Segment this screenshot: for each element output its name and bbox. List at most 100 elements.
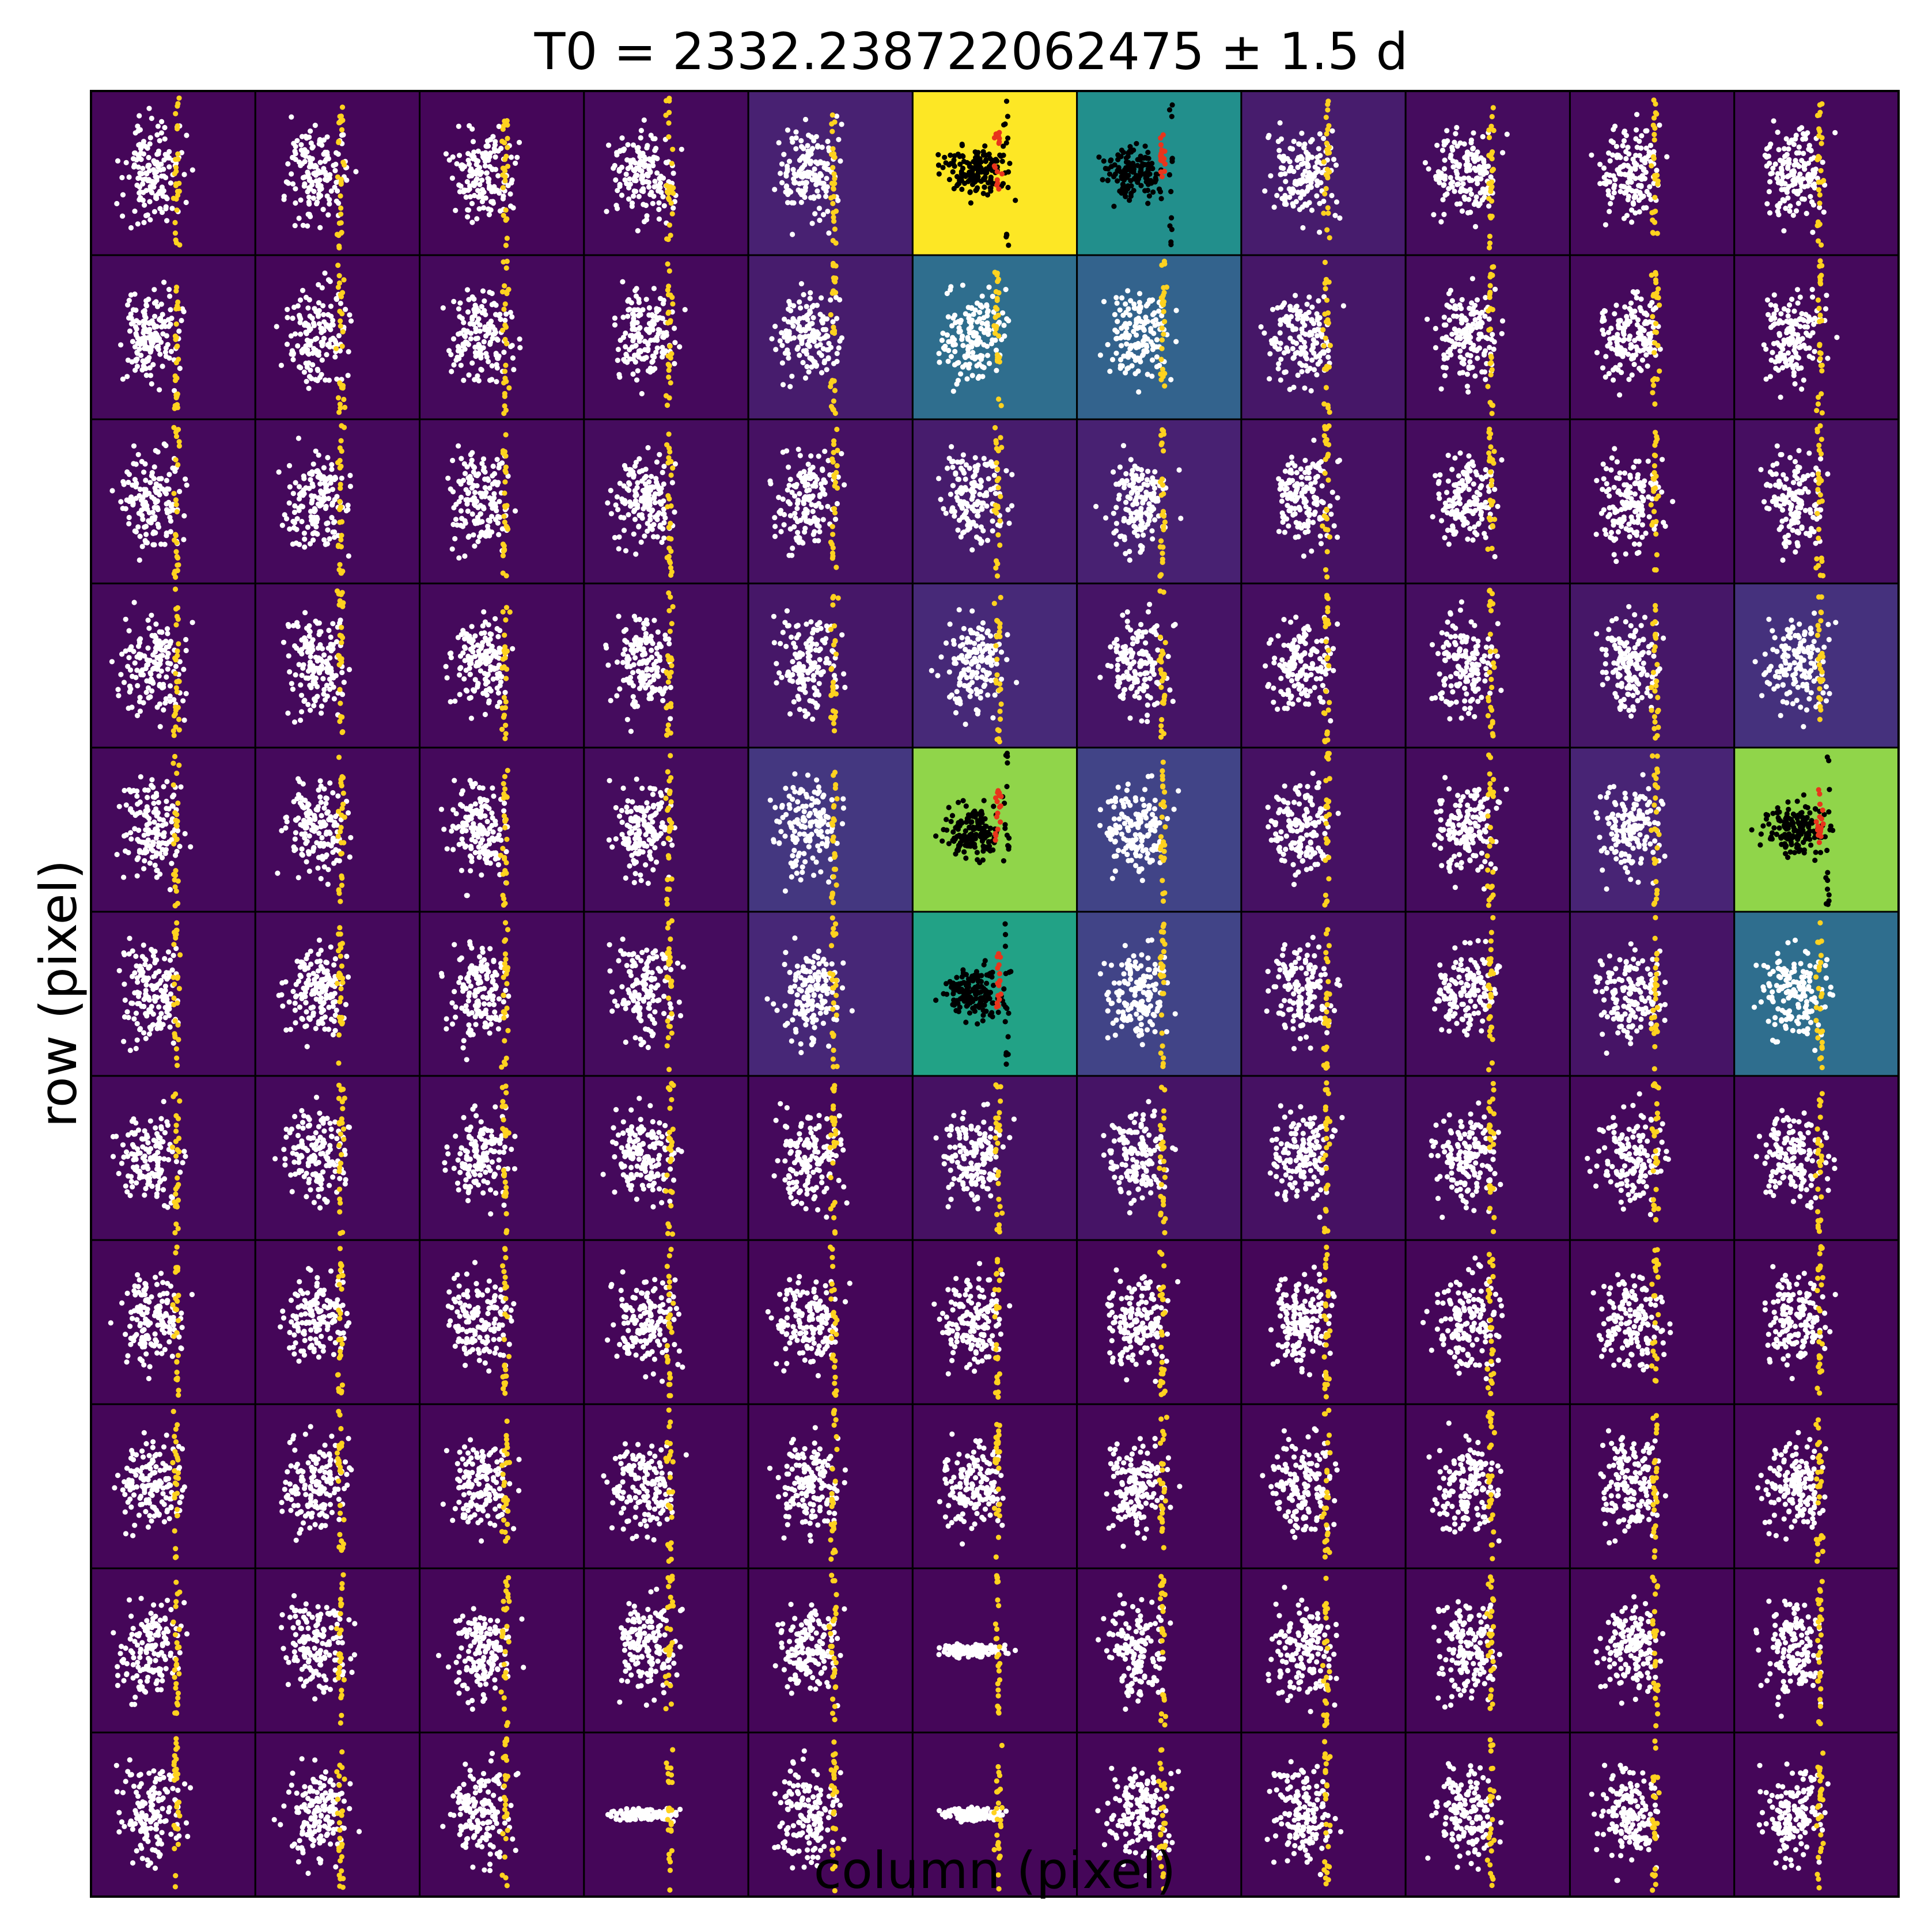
- out-of-transit-point: [152, 485, 158, 491]
- in-transit-point: [174, 375, 180, 381]
- out-of-transit-point: [968, 200, 973, 206]
- out-of-transit-point: [1790, 327, 1795, 332]
- out-of-transit-point: [331, 162, 336, 168]
- out-of-transit-point: [156, 347, 161, 352]
- out-of-transit-point: [817, 529, 823, 534]
- out-of-transit-point: [1108, 158, 1113, 164]
- in-transit-point: [1489, 214, 1495, 219]
- out-of-transit-point: [142, 461, 148, 467]
- out-of-transit-point: [168, 518, 174, 524]
- out-of-transit-point: [308, 477, 313, 483]
- out-of-transit-point: [646, 305, 652, 311]
- in-transit-point: [1653, 329, 1660, 335]
- out-of-transit-point: [132, 130, 138, 136]
- out-of-transit-point: [1589, 152, 1594, 158]
- out-of-transit-point: [956, 476, 962, 483]
- out-of-transit-point: [654, 534, 660, 540]
- in-transit-point: [1657, 302, 1662, 308]
- in-transit-point: [833, 208, 839, 214]
- out-of-transit-point: [465, 187, 471, 193]
- out-of-transit-point: [653, 146, 659, 151]
- in-transit-point: [1818, 362, 1824, 369]
- in-transit-point: [341, 396, 347, 403]
- out-of-transit-point: [464, 179, 470, 185]
- out-of-transit-point: [135, 123, 141, 129]
- out-of-transit-point: [124, 374, 130, 380]
- out-of-transit-point: [800, 180, 805, 186]
- out-of-transit-point: [677, 344, 683, 350]
- out-of-transit-point: [1789, 137, 1795, 143]
- out-of-transit-point: [1483, 377, 1488, 382]
- out-of-transit-point: [1808, 147, 1814, 153]
- out-of-transit-point: [1622, 304, 1628, 310]
- out-of-transit-point: [1810, 294, 1816, 300]
- out-of-transit-point: [992, 491, 998, 496]
- out-of-transit-point: [960, 458, 965, 464]
- out-of-transit-point: [786, 329, 792, 335]
- out-of-transit-point: [1312, 340, 1318, 346]
- out-of-transit-point: [157, 138, 162, 143]
- out-of-transit-point: [777, 338, 783, 344]
- out-of-transit-point: [1470, 146, 1476, 151]
- out-of-transit-point: [1290, 146, 1295, 152]
- out-of-transit-point: [640, 174, 646, 180]
- out-of-transit-point: [151, 464, 157, 470]
- out-of-transit-point: [648, 132, 654, 138]
- in-transit-point: [1324, 366, 1329, 372]
- out-of-transit-point: [306, 385, 312, 391]
- in-transit-point: [831, 218, 837, 224]
- out-of-transit-point: [958, 371, 964, 377]
- in-transit-point: [1326, 123, 1332, 128]
- out-of-transit-point: [647, 157, 653, 163]
- out-of-transit-point: [1169, 113, 1175, 119]
- out-of-transit-point: [804, 488, 810, 494]
- out-of-transit-point: [300, 151, 306, 158]
- out-of-transit-point: [1115, 319, 1120, 324]
- out-of-transit-point: [297, 297, 304, 303]
- out-of-transit-point: [779, 180, 785, 185]
- out-of-transit-point: [801, 501, 806, 506]
- out-of-transit-point: [325, 488, 331, 494]
- out-of-transit-point: [1628, 345, 1634, 351]
- out-of-transit-point: [1642, 176, 1648, 181]
- out-of-transit-point: [979, 320, 985, 326]
- out-of-transit-point: [813, 181, 819, 188]
- out-of-transit-point: [475, 539, 481, 544]
- out-of-transit-point: [611, 165, 616, 171]
- out-of-transit-point: [657, 315, 663, 321]
- out-of-transit-point: [154, 169, 160, 175]
- out-of-transit-point: [324, 352, 329, 358]
- out-of-transit-point: [1153, 177, 1159, 183]
- in-transit-point: [1325, 310, 1331, 316]
- out-of-transit-point: [1823, 306, 1829, 312]
- in-transit-point: [176, 95, 182, 101]
- in-transit-point: [829, 112, 835, 118]
- out-of-transit-point: [154, 498, 160, 504]
- in-transit-point: [502, 490, 507, 496]
- out-of-transit-point: [988, 341, 994, 347]
- out-of-transit-point: [1768, 171, 1774, 177]
- out-of-transit-point: [315, 531, 320, 537]
- out-of-transit-point: [1301, 339, 1307, 346]
- out-of-transit-point: [1641, 347, 1646, 353]
- out-of-transit-point: [1472, 302, 1478, 308]
- out-of-transit-point: [614, 494, 620, 500]
- in-transit-point: [832, 510, 838, 516]
- out-of-transit-point: [943, 510, 949, 516]
- out-of-transit-point: [473, 162, 479, 168]
- out-of-transit-point: [327, 279, 333, 285]
- out-of-transit-point: [654, 459, 660, 465]
- out-of-transit-point: [1491, 346, 1497, 352]
- in-transit-point: [173, 533, 179, 539]
- out-of-transit-point: [1472, 158, 1478, 164]
- out-of-transit-point: [800, 174, 805, 180]
- out-of-transit-point: [177, 488, 183, 495]
- out-of-transit-point: [147, 199, 153, 204]
- in-transit-point: [666, 367, 672, 373]
- out-of-transit-point: [151, 517, 157, 522]
- out-of-transit-point: [155, 123, 161, 129]
- out-of-transit-point: [301, 473, 306, 479]
- out-of-transit-point: [807, 355, 813, 361]
- out-of-transit-point: [1452, 344, 1457, 350]
- out-of-transit-point: [1767, 374, 1773, 380]
